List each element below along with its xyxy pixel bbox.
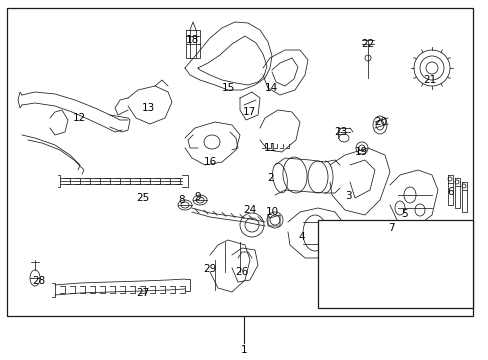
Text: 6: 6 — [447, 187, 453, 197]
Text: 8: 8 — [178, 195, 185, 205]
Text: 27: 27 — [136, 288, 149, 298]
Text: 23: 23 — [334, 127, 347, 137]
Text: 1: 1 — [240, 345, 247, 355]
Text: 18: 18 — [185, 35, 198, 45]
Text: 20: 20 — [374, 117, 387, 127]
Text: 13: 13 — [141, 103, 154, 113]
Text: 11: 11 — [263, 143, 276, 153]
Text: 21: 21 — [423, 75, 436, 85]
Text: 2: 2 — [267, 173, 274, 183]
Bar — [317, 220, 472, 308]
Text: 29: 29 — [203, 264, 216, 274]
Text: 15: 15 — [221, 83, 234, 93]
Text: 26: 26 — [235, 267, 248, 277]
Text: 7: 7 — [387, 223, 393, 233]
Text: 10: 10 — [265, 207, 278, 217]
Text: 19: 19 — [354, 147, 367, 157]
Text: 5: 5 — [400, 209, 407, 219]
Text: 28: 28 — [32, 276, 45, 286]
Text: 12: 12 — [72, 113, 85, 123]
Text: 9: 9 — [194, 192, 201, 202]
Text: 4: 4 — [298, 232, 305, 242]
Bar — [7, 8, 472, 316]
Text: 17: 17 — [242, 107, 255, 117]
Text: 14: 14 — [264, 83, 277, 93]
Text: 25: 25 — [136, 193, 149, 203]
Text: 24: 24 — [243, 205, 256, 215]
Text: 16: 16 — [203, 157, 216, 167]
Text: 22: 22 — [361, 39, 374, 49]
Text: 3: 3 — [344, 191, 350, 201]
